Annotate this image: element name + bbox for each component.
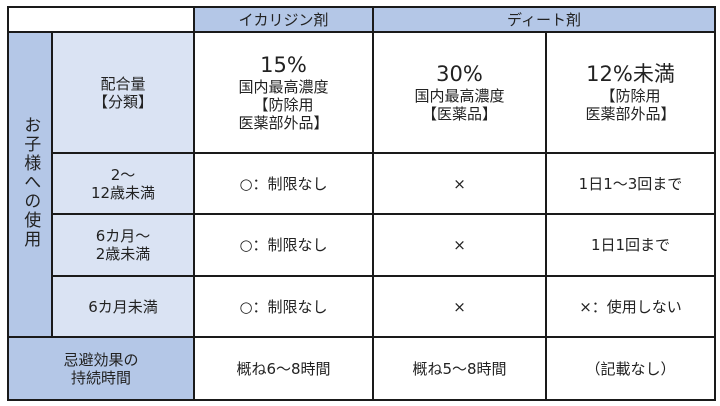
table-row: 6カ月未満 ○：制限なし × ×：使用しない	[8, 275, 716, 338]
deet12-duration: （記載なし）	[545, 336, 716, 401]
age-label: 6カ月～ 2歳未満	[51, 213, 195, 277]
deet12-concentration: 12%未満 【防除用 医薬部外品】	[545, 31, 716, 154]
repellent-comparison-table: イカリジン剤 ディート剤 お子様への使用 配合量 【分類】 15% 国内最高濃度 【防…	[7, 6, 716, 401]
ikaridin-cell: ○：制限なし	[193, 213, 374, 277]
blank-header	[7, 6, 195, 33]
side-label-child-use: お子様への使用	[7, 31, 53, 338]
deet30-duration: 概ね5～8時間	[372, 336, 547, 401]
header-ikaridin: イカリジン剤	[193, 6, 374, 33]
deet30-cell: ×	[372, 152, 547, 215]
header-deet: ディート剤	[372, 6, 716, 33]
table-row: 6カ月～ 2歳未満 ○：制限なし × 1日1回まで	[8, 213, 716, 277]
age-label: 6カ月未満	[51, 275, 195, 338]
ikaridin-cell: ○：制限なし	[193, 152, 374, 215]
age-label: 2～ 12歳未満	[51, 152, 195, 215]
table-row: 忌避効果の 持続時間 概ね6～8時間 概ね5～8時間 （記載なし）	[7, 336, 716, 401]
deet12-cell: 1日1～3回まで	[545, 152, 716, 215]
concentration-label: 配合量 【分類】	[51, 31, 195, 154]
deet30-cell: ×	[372, 275, 547, 338]
deet12-cell: ×：使用しない	[545, 275, 716, 338]
ikaridin-concentration: 15% 国内最高濃度 【防除用 医薬部外品】	[193, 31, 374, 154]
duration-label: 忌避効果の 持続時間	[7, 336, 195, 401]
table-row: 2～ 12歳未満 ○：制限なし × 1日1～3回まで	[8, 152, 716, 215]
deet30-cell: ×	[372, 213, 547, 277]
ikaridin-duration: 概ね6～8時間	[193, 336, 374, 401]
deet12-cell: 1日1回まで	[545, 213, 716, 277]
ikaridin-cell: ○：制限なし	[193, 275, 374, 338]
deet30-concentration: 30% 国内最高濃度 【医薬品】	[372, 31, 547, 154]
